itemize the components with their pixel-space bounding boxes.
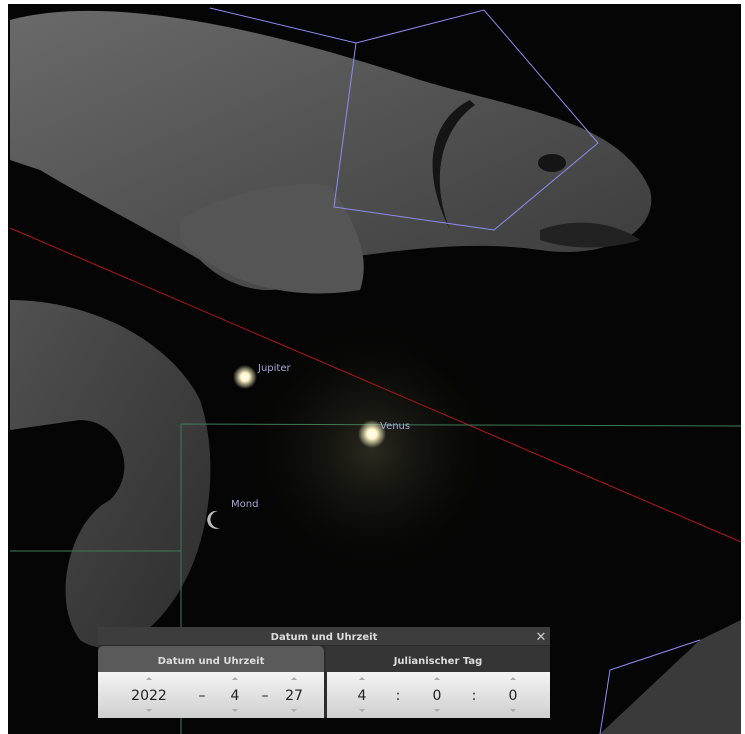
separator: – (262, 688, 269, 704)
close-button[interactable]: ✕ (536, 630, 547, 645)
page: {"sky":{"objects":[{"label":"Jupiter"},{… (0, 0, 745, 734)
tab-label: Datum und Uhrzeit (158, 656, 265, 667)
separator: : (396, 688, 401, 704)
hour-field[interactable]: 4 (358, 688, 367, 704)
planet-jupiter[interactable] (233, 365, 257, 389)
tab-label: Julianischer Tag (393, 656, 483, 667)
object-label: Venus (380, 421, 410, 432)
body: Jupiter Venus Mond Datum und Uhrzeit ✕ D… (0, 0, 745, 734)
date-time-dialog: Datum und Uhrzeit ✕ Datum und Uhrzeit Ju… (98, 627, 550, 718)
fish-eye (538, 154, 566, 172)
venus-halo (232, 310, 512, 590)
month-field[interactable]: 4 (231, 688, 240, 704)
separator: – (199, 688, 206, 704)
object-label: Jupiter (257, 363, 291, 374)
dialog-title: Datum und Uhrzeit (271, 632, 378, 643)
separator: : (472, 688, 477, 704)
year-field[interactable]: 2022 (131, 688, 167, 704)
minute-field[interactable]: 0 (433, 688, 442, 704)
second-field[interactable]: 0 (509, 688, 518, 704)
object-label: Mond (231, 499, 258, 510)
screenshot: Jupiter Venus Mond Datum und Uhrzeit ✕ D… (0, 0, 745, 734)
day-field[interactable]: 27 (285, 688, 303, 704)
